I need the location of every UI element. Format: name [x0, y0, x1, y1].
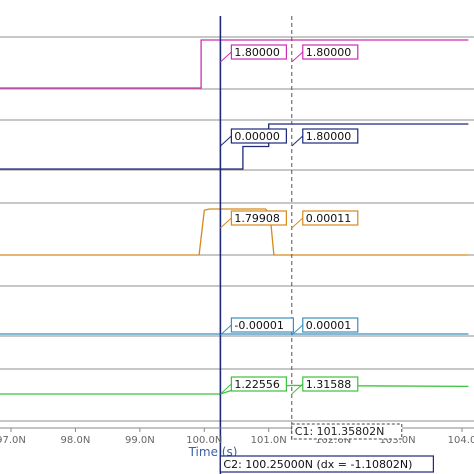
- value-label-leader: [220, 383, 232, 395]
- value-label-leader: [220, 51, 232, 63]
- trace-3-value-label-c1: 0.00011: [291, 210, 359, 229]
- trace-4-value-label-c2: -0.00001: [220, 317, 294, 336]
- value-label-leader: [291, 324, 304, 336]
- cursor-readouts: C1: 101.35802N C2: 100.25000N (dx = -1.10…: [219, 423, 434, 473]
- value-label-text: 0.00001: [306, 319, 352, 332]
- trace-2-value-label-c1: 1.80000: [291, 128, 359, 147]
- value-label-text: 1.31588: [306, 378, 352, 391]
- value-label-text: 0.00000: [234, 130, 280, 143]
- value-label-leader: [220, 135, 232, 147]
- trace-1-value-label-c2: 1.80000: [220, 44, 287, 63]
- value-label-text: 1.80000: [306, 130, 352, 143]
- trace-2-waveform: [0, 123, 469, 170]
- value-label-text: -0.00001: [234, 319, 283, 332]
- cursor-c2-readout-text: C2: 100.25000N (dx = -1.10802N): [223, 458, 412, 471]
- trace-3-waveform: [0, 208, 469, 256]
- value-label-text: 1.22556: [234, 378, 280, 391]
- x-tick-label: 99.0N: [125, 435, 155, 446]
- value-label-leader: [220, 324, 232, 336]
- trace-3-value-label-c2: 1.79908: [220, 210, 287, 229]
- value-label-text: 1.80000: [306, 46, 352, 59]
- value-label-leader: [291, 135, 304, 147]
- x-tick-label: 101.0N: [251, 435, 287, 446]
- cursor-c2-readout-box: [219, 455, 434, 473]
- trace-5-value-label-c1: 1.31588: [291, 376, 359, 395]
- value-label-text: 0.00011: [306, 212, 352, 225]
- cursor-c2-readout: C2: 100.25000N (dx = -1.10802N): [219, 455, 434, 473]
- x-tick-label: 98.0N: [61, 435, 91, 446]
- value-label-leader: [291, 383, 304, 395]
- trace-2-value-label-c2: 0.00000: [220, 128, 287, 147]
- x-tick-label: 104.0: [448, 435, 474, 446]
- x-tick-label: 103.0N: [380, 435, 416, 446]
- x-tick-label: 102.0N: [315, 435, 351, 446]
- trace-1-value-label-c1: 1.80000: [291, 44, 359, 63]
- value-label-text: 1.80000: [234, 46, 280, 59]
- value-label-text: 1.79908: [234, 212, 280, 225]
- value-label-layer: 1.80000 1.80000 0.00000 1.80000 1.79908 0.000…: [220, 44, 359, 395]
- trace-4-value-label-c1: 0.00001: [291, 317, 359, 336]
- value-label-leader: [291, 217, 304, 229]
- trace-1-waveform: [0, 39, 469, 89]
- cursor-c1-readout-text: C1: 101.35802N: [295, 425, 385, 438]
- x-tick-label: 100.0N: [186, 435, 222, 446]
- cursor-c1-readout: C1: 101.35802N: [291, 423, 403, 440]
- value-label-leader: [291, 51, 304, 63]
- x-tick-label: 97.0N: [0, 435, 26, 446]
- trace-5-value-label-c2: 1.22556: [220, 376, 287, 395]
- value-label-leader: [220, 217, 232, 229]
- cursor-c1-readout-box: [291, 423, 403, 440]
